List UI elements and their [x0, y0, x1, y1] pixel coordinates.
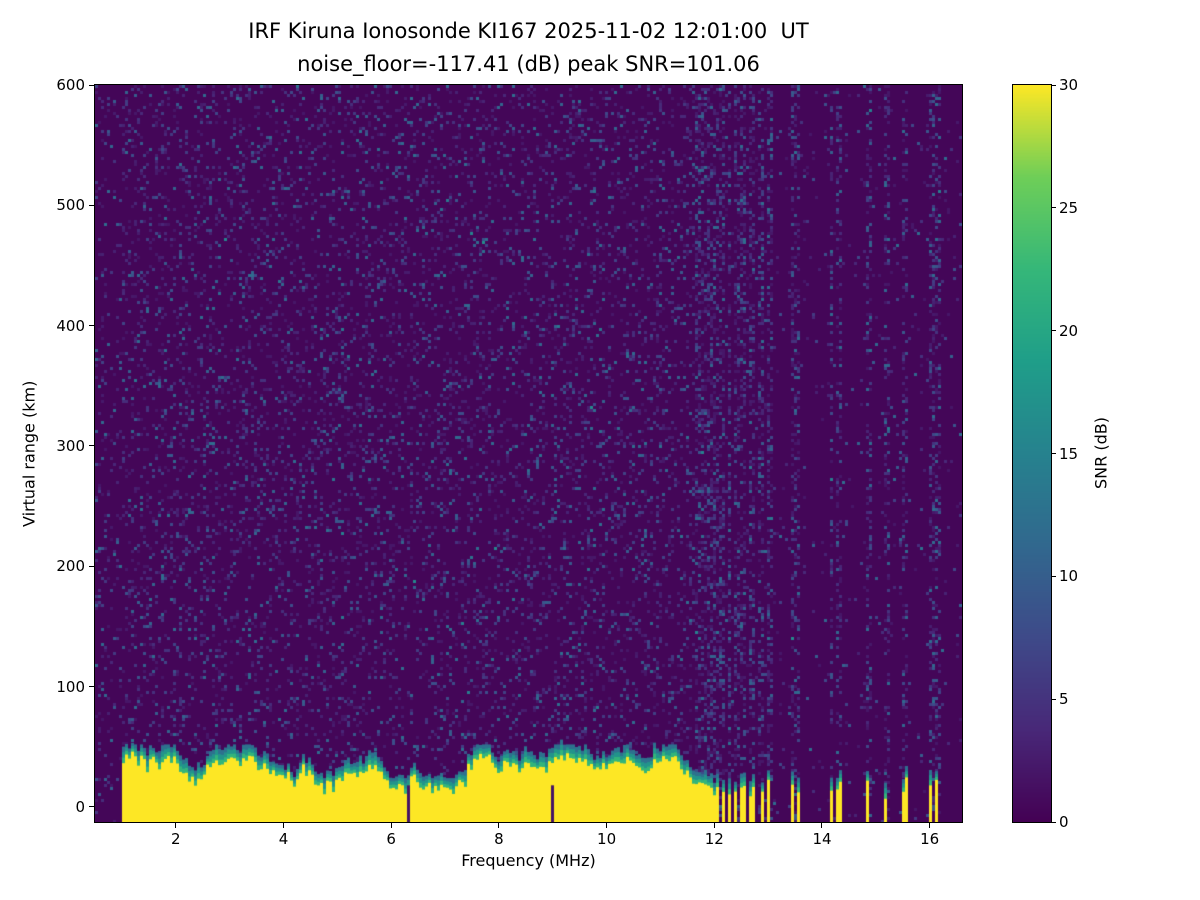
- x-tick-mark: [498, 823, 500, 828]
- x-tick-label: 14: [812, 830, 832, 848]
- colorbar-tick-label: 30: [1059, 76, 1079, 94]
- colorbar-tick-label: 5: [1059, 690, 1069, 709]
- x-tick-mark: [821, 823, 823, 828]
- colorbar-tick-mark: [1051, 821, 1056, 823]
- x-tick-label: 16: [920, 830, 940, 848]
- colorbar-canvas: [1013, 85, 1051, 822]
- colorbar-tick-label: 0: [1059, 813, 1069, 831]
- colorbar-tick-mark: [1051, 330, 1056, 332]
- x-tick-mark: [713, 823, 715, 828]
- x-tick-mark: [929, 823, 931, 828]
- y-tick-mark: [89, 686, 94, 688]
- colorbar-tick-label: 20: [1059, 321, 1079, 340]
- y-tick-label: 300: [56, 436, 85, 455]
- y-tick-mark: [89, 204, 94, 206]
- x-tick-mark: [606, 823, 608, 828]
- y-tick-label: 600: [56, 76, 85, 94]
- x-tick-mark: [282, 823, 284, 828]
- y-tick-label: 0: [75, 797, 85, 816]
- x-axis-label: Frequency (MHz): [461, 851, 596, 870]
- y-tick-mark: [89, 565, 94, 567]
- colorbar-tick-mark: [1051, 84, 1056, 86]
- chart-title: IRF Kiruna Ionosonde KI167 2025-11-02 12…: [248, 19, 809, 43]
- x-tick-label: 2: [170, 830, 181, 848]
- y-tick-mark: [89, 806, 94, 808]
- colorbar-tick-label: 25: [1059, 198, 1079, 217]
- colorbar-tick-mark: [1051, 575, 1056, 577]
- plot-area: [94, 84, 963, 823]
- x-tick-label: 4: [278, 830, 289, 848]
- x-tick-label: 10: [597, 830, 617, 848]
- y-tick-mark: [89, 325, 94, 327]
- colorbar-tick-label: 15: [1059, 444, 1079, 463]
- y-tick-mark: [89, 84, 94, 86]
- y-tick-mark: [89, 445, 94, 447]
- x-tick-label: 12: [704, 830, 724, 848]
- y-tick-label: 400: [56, 316, 85, 335]
- x-tick-mark: [175, 823, 177, 828]
- colorbar-tick-mark: [1051, 453, 1056, 454]
- colorbar: [1012, 84, 1052, 823]
- x-tick-label: 8: [494, 830, 504, 848]
- x-tick-mark: [390, 823, 392, 828]
- y-tick-label: 500: [56, 196, 85, 215]
- colorbar-tick-mark: [1051, 207, 1056, 209]
- ionogram-canvas: [95, 85, 962, 822]
- colorbar-tick-label: 10: [1059, 567, 1079, 586]
- colorbar-tick-mark: [1051, 698, 1056, 700]
- y-tick-label: 100: [56, 677, 85, 696]
- y-tick-label: 200: [56, 557, 85, 576]
- x-tick-label: 6: [386, 830, 396, 848]
- chart-subtitle: noise_floor=-117.41 (dB) peak SNR=101.06: [297, 52, 760, 76]
